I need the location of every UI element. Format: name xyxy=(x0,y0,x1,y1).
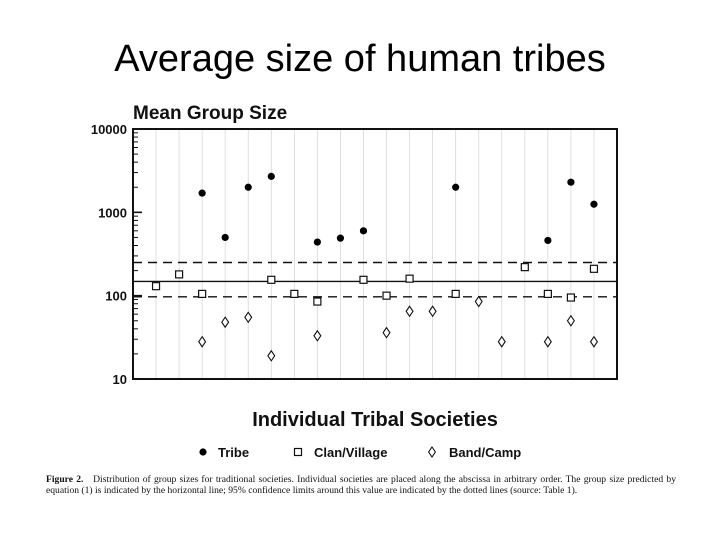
clan-village-point xyxy=(174,270,184,279)
band-camp-point xyxy=(221,316,230,329)
tribe-point xyxy=(590,200,598,208)
reference-lines xyxy=(133,261,617,298)
legend: Tribe Clan/Village Band/Camp xyxy=(199,445,521,460)
tribe-point xyxy=(336,234,345,242)
scatter-chart: Mean Group Size 10 100 1000 10000 Individua… xyxy=(91,103,618,460)
legend-band-camp-marker xyxy=(427,446,437,458)
x-axis-label: Individual Tribal Societies xyxy=(252,409,498,431)
vertical-guides xyxy=(155,129,595,379)
clan-village-point xyxy=(267,275,276,284)
legend-tribe-marker xyxy=(199,448,207,456)
clan-village-point xyxy=(359,275,368,284)
band-camp-point xyxy=(497,335,506,348)
y-axis: 10 100 1000 10000 xyxy=(91,122,142,387)
y-tick-label: 10 xyxy=(113,372,127,387)
legend-label: Band/Camp xyxy=(449,445,521,460)
band-camp-point xyxy=(244,311,253,324)
band-camp-point xyxy=(382,326,391,339)
tribe-point xyxy=(567,178,575,186)
band-camp-point xyxy=(428,305,437,318)
clan-village-point xyxy=(198,289,207,299)
legend-label: Clan/Village xyxy=(314,445,387,460)
figure-caption-text: Distribution of group sizes for traditio… xyxy=(46,474,676,496)
clan-village-point xyxy=(566,293,576,302)
legend-clan-village-marker xyxy=(293,447,303,457)
clan-village-point xyxy=(290,289,299,299)
tribe-point xyxy=(221,233,229,242)
plot-frame xyxy=(132,128,618,380)
clan-village-point xyxy=(589,264,599,273)
chart-title: Mean Group Size xyxy=(133,103,287,124)
y-tick-label: 10000 xyxy=(91,122,127,137)
slide-title: Average size of human tribes xyxy=(114,38,606,80)
tribe-point xyxy=(359,227,368,235)
y-tick-label: 1000 xyxy=(98,205,127,220)
figure-caption: Figure 2. Distribution of group sizes fo… xyxy=(46,474,676,496)
clan-village-point xyxy=(543,289,552,299)
band-camp-point xyxy=(566,314,575,327)
tribe-point xyxy=(544,236,552,245)
data-points xyxy=(151,172,599,362)
tribe-point xyxy=(244,183,252,191)
legend-label: Tribe xyxy=(218,445,249,460)
tribe-point xyxy=(267,172,275,180)
figure-caption-label: Figure 2. xyxy=(46,474,84,485)
band-camp-point xyxy=(543,335,552,348)
clan-village-point xyxy=(382,291,391,300)
clan-village-point xyxy=(520,263,529,272)
clan-village-point xyxy=(151,282,161,291)
clan-village-point xyxy=(405,274,414,283)
band-camp-point xyxy=(589,335,599,348)
tribe-point xyxy=(313,238,321,246)
y-tick-label: 100 xyxy=(105,289,127,304)
band-camp-point xyxy=(405,305,414,318)
band-camp-point xyxy=(198,335,207,348)
band-camp-point xyxy=(313,329,322,342)
clan-village-point xyxy=(451,289,460,299)
band-camp-point xyxy=(267,349,276,362)
tribe-point xyxy=(452,183,460,191)
clan-village-point xyxy=(313,297,322,306)
tribe-point xyxy=(198,189,206,197)
band-camp-point xyxy=(474,295,483,308)
